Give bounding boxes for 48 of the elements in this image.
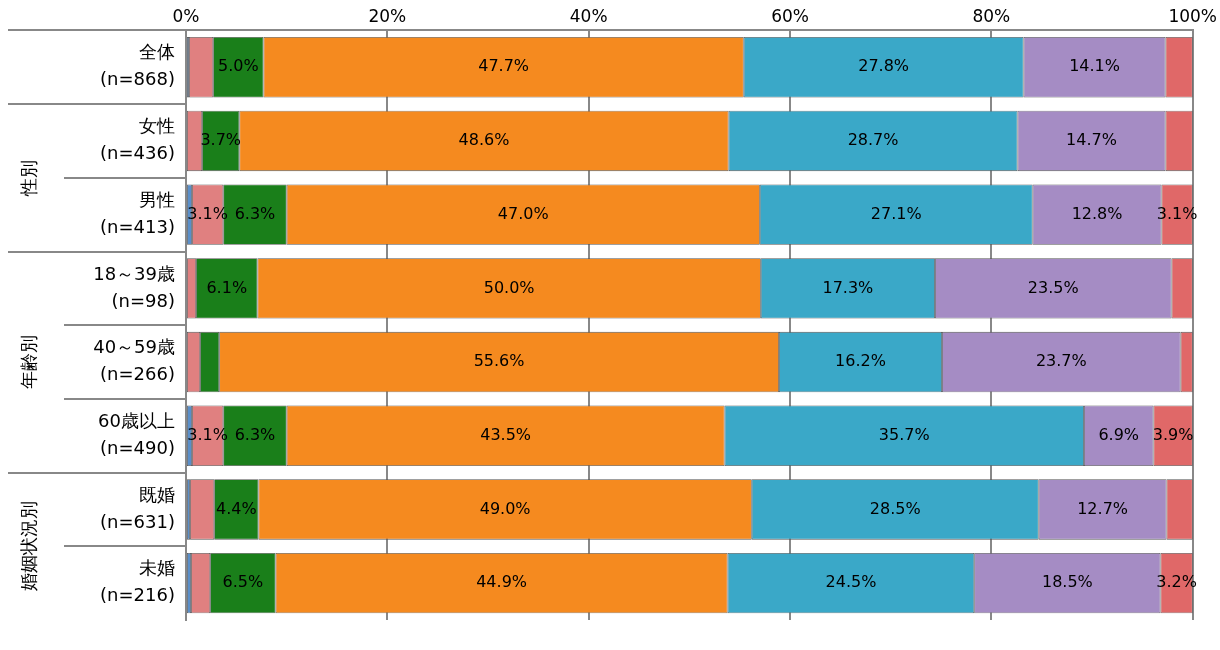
text: 年齢別 <box>17 335 39 390</box>
data-label: 18.5% <box>1041 572 1093 592</box>
data-label: 12.7% <box>1077 498 1129 518</box>
y-tick-label: 既婚 (n=631) <box>100 483 175 532</box>
data-label: 23.7% <box>1035 351 1087 371</box>
data-label: 23.5% <box>1027 277 1079 297</box>
data-label: 6.9% <box>1098 424 1140 444</box>
data-label: 27.8% <box>858 56 910 76</box>
x-tick-label: 60% <box>771 5 809 26</box>
y-tick-label: 未婚 (n=216) <box>100 557 175 606</box>
data-label: 27.1% <box>870 203 922 223</box>
y-tick-label: 40～59歳 (n=266) <box>93 336 175 385</box>
data-label: 3.9% <box>1152 424 1194 444</box>
y-tick-label: 18～39歳 (n=98) <box>93 262 175 311</box>
data-label: 4.4% <box>216 498 257 518</box>
y-tick-label: 女性 (n=436) <box>100 115 175 164</box>
data-label: 28.5% <box>869 498 921 518</box>
data-label: 24.5% <box>825 572 877 592</box>
y-tick-label: 全体 (n=868) <box>100 41 175 90</box>
x-tick-label: 100% <box>1168 5 1217 26</box>
data-label: 17.3% <box>822 277 874 297</box>
data-label: 6.3% <box>234 424 276 444</box>
data-label: 49.0% <box>479 498 531 518</box>
text: 婚姻状況別 <box>17 501 39 592</box>
y-tick-label: 60歳以上 (n=490) <box>98 409 175 458</box>
x-tick-label: 0% <box>172 5 200 26</box>
data-label: 47.7% <box>478 56 530 76</box>
data-label: 14.7% <box>1066 130 1117 150</box>
data-label: 47.0% <box>497 203 549 223</box>
data-label: 55.6% <box>473 351 525 371</box>
x-tick-label: 40% <box>569 5 608 26</box>
data-label: 14.1% <box>1069 56 1120 76</box>
text: 性別 <box>17 159 39 197</box>
y-tick-label: 男性 (n=413) <box>100 188 175 237</box>
data-label: 50.0% <box>483 277 535 297</box>
x-tick-label: 80% <box>972 5 1011 26</box>
data-label: 28.7% <box>847 130 899 150</box>
data-label: 35.7% <box>878 424 930 444</box>
data-label: 44.9% <box>476 572 528 592</box>
data-label: 6.5% <box>222 572 264 592</box>
data-label: 16.2% <box>835 351 886 371</box>
data-label: 5.0% <box>218 56 259 76</box>
data-label: 43.5% <box>480 424 532 444</box>
data-label: 12.8% <box>1071 203 1123 223</box>
data-label: 48.6% <box>458 130 510 150</box>
data-label: 6.1% <box>206 277 248 297</box>
data-label: 6.3% <box>234 203 276 223</box>
x-tick-label: 20% <box>368 5 407 26</box>
